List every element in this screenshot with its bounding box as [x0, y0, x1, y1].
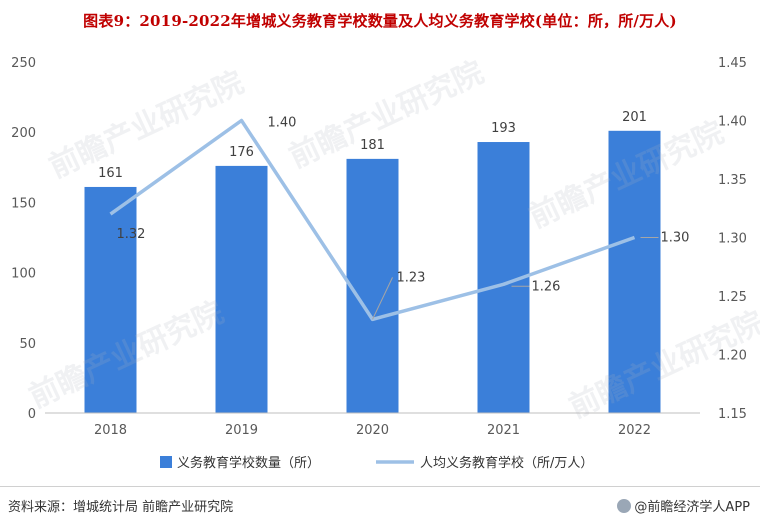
x-tick-label: 2020	[356, 423, 389, 438]
bar	[609, 131, 661, 413]
bar-value-label: 176	[229, 145, 254, 160]
y-right-tick-label: 1.45	[718, 56, 747, 71]
y-left-tick-label: 100	[11, 267, 36, 282]
y-left-tick-label: 50	[19, 337, 36, 352]
x-tick-label: 2022	[618, 423, 651, 438]
y-right-tick-label: 1.15	[718, 407, 747, 422]
line-value-label: 1.40	[268, 116, 297, 131]
legend-bar-label: 义务教育学校数量（所）	[177, 455, 320, 471]
brand-text: @前瞻经济学人APP	[634, 500, 750, 515]
brand-logo-icon	[617, 499, 631, 513]
y-left-tick-label: 200	[11, 126, 36, 141]
source-note: 资料来源：增城统计局 前瞻产业研究院	[8, 496, 233, 515]
line-value-label: 1.32	[117, 227, 146, 242]
brand-credit: @前瞻经济学人APP	[617, 496, 750, 515]
y-left-tick-label: 0	[28, 407, 36, 422]
bar	[85, 187, 137, 413]
bar-value-label: 161	[98, 166, 123, 181]
bar-value-label: 193	[491, 121, 516, 136]
y-left-tick-label: 150	[11, 196, 36, 211]
y-right-tick-label: 1.40	[718, 115, 747, 130]
line-value-label: 1.23	[397, 270, 426, 285]
bar	[347, 159, 399, 413]
x-tick-label: 2018	[94, 423, 127, 438]
y-right-tick-label: 1.20	[718, 349, 747, 364]
y-right-tick-label: 1.30	[718, 232, 747, 247]
line-value-label: 1.30	[661, 231, 690, 246]
x-tick-label: 2021	[487, 423, 520, 438]
y-right-tick-label: 1.35	[718, 173, 747, 188]
line-value-label: 1.26	[532, 279, 561, 294]
y-left-tick-label: 250	[11, 56, 36, 71]
bar-value-label: 181	[360, 138, 385, 153]
y-right-tick-label: 1.25	[718, 290, 747, 305]
chart: 161 176 181 193 201 1.32 1.40 1.23 1.26 1.30 0 50 1…	[0, 0, 760, 486]
footer: 资料来源：增城统计局 前瞻产业研究院 @前瞻经济学人APP	[0, 486, 760, 525]
legend-line-label: 人均义务教育学校（所/万人）	[420, 455, 593, 471]
bar-value-label: 201	[622, 110, 647, 125]
bar	[216, 166, 268, 413]
legend-bar-swatch	[160, 456, 172, 468]
x-tick-label: 2019	[225, 423, 258, 438]
